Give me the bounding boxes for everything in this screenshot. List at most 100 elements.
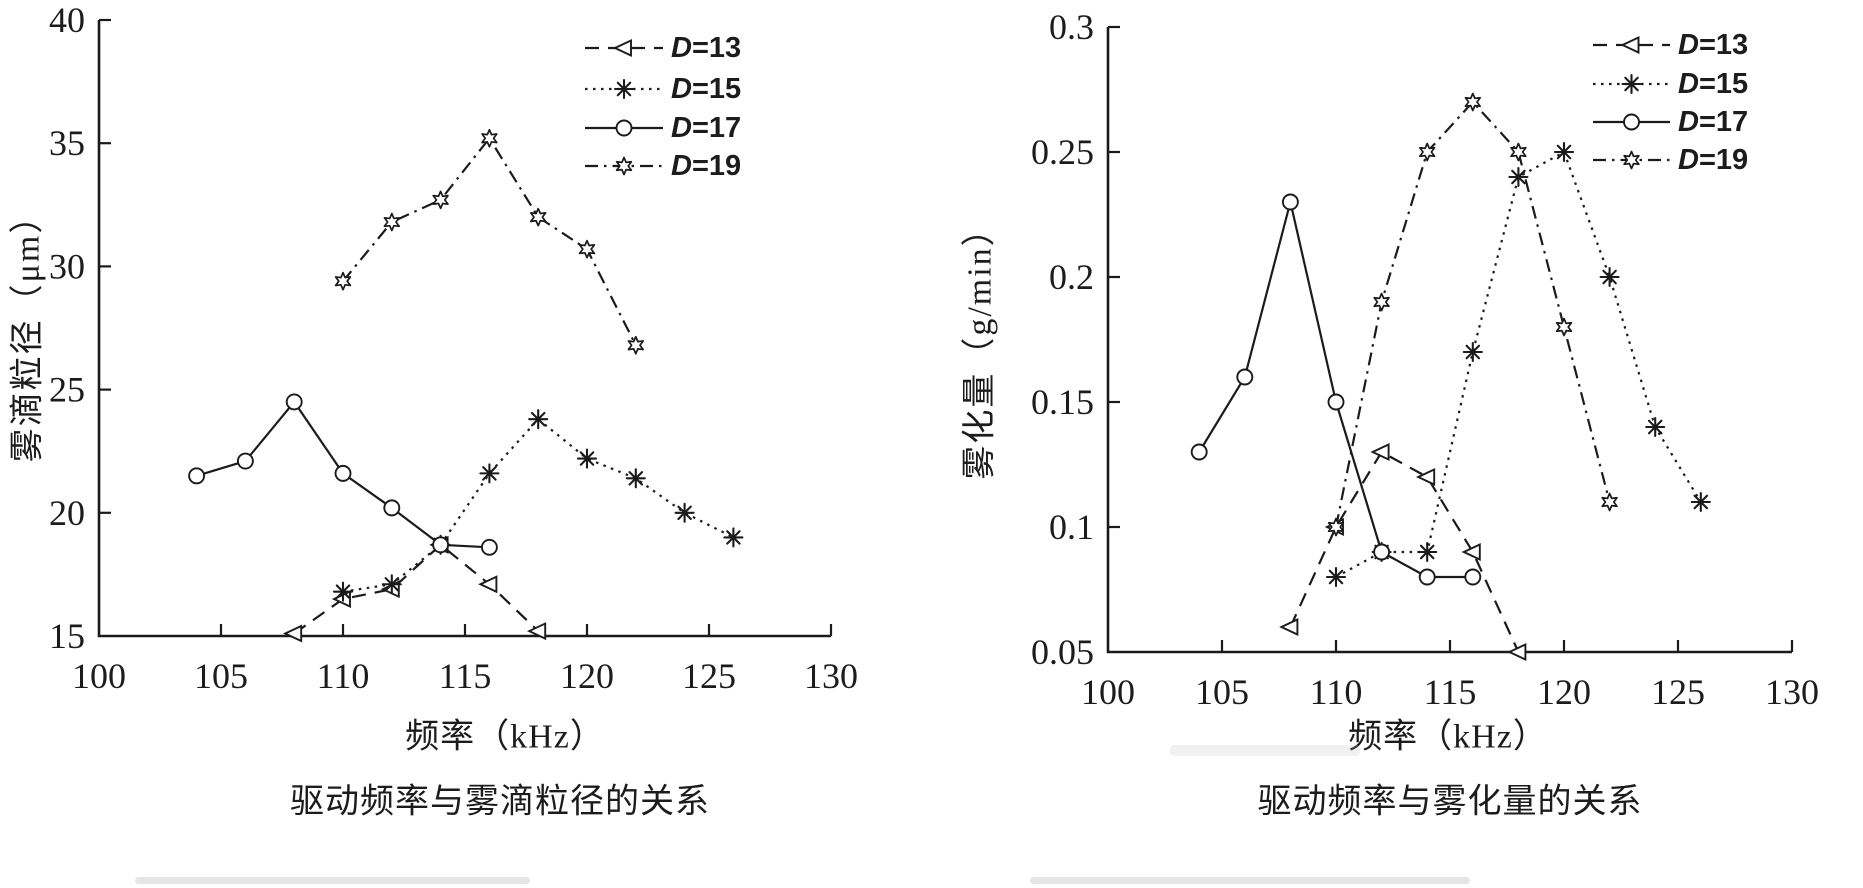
x-tick-label: 105 (194, 656, 248, 696)
right-chart-caption: 驱动频率与雾化量的关系 (1257, 783, 1643, 821)
series-D=15 (1325, 141, 1711, 588)
legend-item-D=19: D=19 (585, 150, 741, 182)
triangle-left-marker (526, 622, 547, 641)
hexagram-marker (1327, 517, 1345, 537)
y-tick-label: 0.25 (1031, 132, 1094, 172)
asterisk-marker (479, 463, 500, 484)
scan-artifact-strip (135, 877, 530, 884)
hexagram-marker-shape (1555, 317, 1573, 337)
asterisk-spoke (384, 577, 400, 592)
hexagram-marker (615, 156, 633, 176)
x-tick-label: 130 (1765, 672, 1819, 712)
circle-marker (383, 499, 401, 517)
series-D=19 (334, 128, 645, 355)
atomization-rate-chart: 100 105 110 115 120 125 130 0.05 0.1 0.15 0.2 0.25 0… (870, 0, 1863, 888)
hexagram-marker-shape (627, 335, 645, 355)
asterisk-spoke (1556, 144, 1572, 160)
circle-marker-shape (188, 467, 206, 485)
hexagram-marker (1601, 492, 1618, 512)
legend-label: D=17 (671, 112, 741, 144)
hexagram-marker (1418, 142, 1436, 162)
asterisk-marker (723, 527, 744, 548)
triangle-left-marker (478, 575, 498, 594)
asterisk-marker (332, 581, 354, 602)
series-D=13 (282, 535, 547, 643)
asterisk-marker (1417, 541, 1438, 563)
series-line-D=15 (1335, 150, 1702, 578)
legend-label: D=19 (1678, 144, 1748, 176)
right-y-axis-title: 雾化量（g/min） (961, 210, 999, 480)
triangle-left-marker-shape (526, 622, 547, 641)
hexagram-marker (481, 128, 498, 148)
hexagram-marker-shape (1601, 492, 1618, 512)
circle-marker-shape (285, 393, 303, 411)
asterisk-spoke (335, 584, 351, 599)
circle-marker (1373, 543, 1391, 561)
asterisk-marker (576, 448, 598, 469)
legend-label: D=13 (1678, 29, 1748, 61)
triangle-left-marker-shape (1279, 618, 1299, 636)
asterisk-spoke (1511, 169, 1526, 185)
circle-marker (615, 119, 633, 137)
hexagram-marker-shape (1418, 142, 1436, 162)
circle-marker-shape (1281, 193, 1299, 211)
circle-marker-shape (1418, 568, 1436, 586)
asterisk-spoke (579, 451, 595, 466)
x-tick-label: 100 (72, 656, 126, 696)
x-tick-label: 120 (1537, 672, 1591, 712)
y-tick-label: 20 (49, 493, 85, 533)
droplet-size-chart-canvas: 100 105 110 115 120 125 130152025303540D=13D=1… (49, 0, 858, 696)
hexagram-marker (529, 207, 547, 227)
series-line-D=13 (1289, 450, 1520, 653)
x-tick-label: 115 (1424, 672, 1477, 712)
x-tick-label: 125 (682, 656, 736, 696)
series-line-D=19 (342, 137, 637, 346)
legend-item-D=13: D=13 (1593, 29, 1748, 61)
triangle-left-marker (1461, 543, 1481, 561)
circle-marker-shape (334, 464, 352, 482)
series-D=17 (1190, 193, 1482, 586)
triangle-left-marker-shape (1415, 468, 1436, 486)
x-tick-label: 125 (1651, 672, 1705, 712)
hexagram-marker-shape (1327, 517, 1345, 537)
legend-item-D=17: D=17 (1593, 106, 1748, 138)
triangle-left-marker (1279, 618, 1299, 636)
circle-marker-shape (1236, 368, 1254, 386)
series-line-D=19 (1334, 100, 1611, 528)
y-tick-label: 0.05 (1031, 632, 1094, 672)
tick-labels: 100 105 110 115 120 125 130 0.05 0.1 0.15 0.2 0.25 0… (1031, 7, 1819, 712)
triangle-left-marker-shape (1461, 543, 1481, 561)
triangle-left-marker (1507, 643, 1527, 661)
asterisk-marker (1645, 416, 1666, 438)
hexagram-marker-shape (1373, 292, 1390, 312)
triangle-left-marker-shape (478, 575, 498, 594)
circle-marker-shape (1373, 543, 1391, 561)
asterisk-spoke (1328, 569, 1344, 585)
left-x-axis-title: 频率（kHz） (405, 718, 605, 756)
circle-marker-shape (615, 119, 633, 137)
hexagram-marker (1373, 292, 1390, 312)
hexagram-marker (627, 335, 645, 355)
x-tick-label: 105 (1195, 672, 1249, 712)
x-tick-label: 120 (560, 656, 614, 696)
circle-marker (432, 536, 450, 554)
asterisk-marker (381, 574, 402, 595)
axes (1106, 25, 1794, 654)
circle-marker (1418, 568, 1436, 586)
y-tick-label: 0.15 (1031, 382, 1094, 422)
scan-artifact-smudge (1170, 745, 1360, 756)
y-tick-label: 40 (49, 0, 85, 40)
circle-marker-shape (480, 538, 498, 556)
asterisk-spoke (1419, 544, 1435, 560)
circle-marker-shape (1327, 393, 1345, 411)
hexagram-marker-shape (615, 156, 633, 176)
asterisk-marker (1599, 266, 1620, 288)
series-line-D=13 (293, 543, 539, 635)
hexagram-marker-shape (1510, 142, 1527, 162)
legend-label: D=17 (1678, 106, 1748, 138)
asterisk-spoke (677, 505, 692, 521)
x-tick-label: 110 (1310, 672, 1363, 712)
right-x-axis-title: 频率（kHz） (1348, 718, 1548, 756)
hexagram-marker-shape (334, 271, 352, 291)
circle-marker (1327, 393, 1345, 411)
